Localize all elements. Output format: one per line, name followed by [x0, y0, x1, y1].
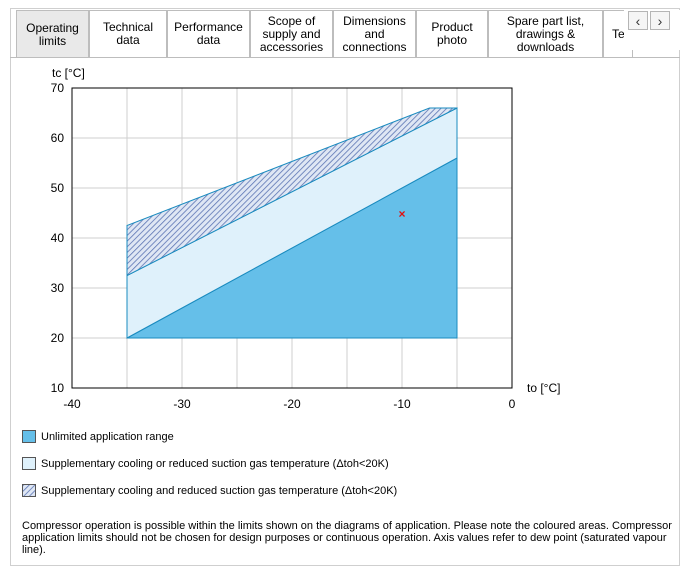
legend-swatch — [22, 457, 36, 470]
x-axis-label: to [°C] — [527, 381, 560, 395]
tab-underline — [10, 57, 680, 58]
plot-frame — [71, 87, 513, 389]
tab-scope-of-supply[interactable]: Scope of supply and accessories — [250, 10, 333, 57]
operating-limits-chart: -40 -30 -20 -10 0 10 20 30 40 50 60 70 tc [°C] to [… — [51, 66, 561, 411]
x-tick-label: 0 — [509, 397, 516, 411]
operating-point-marker: × — [398, 207, 405, 221]
y-tick-label: 40 — [51, 231, 65, 245]
x-tick-label: -10 — [393, 397, 411, 411]
chart-markers: × — [398, 207, 405, 221]
y-tick-label: 10 — [51, 381, 65, 395]
tab-product-photo[interactable]: Product photo — [416, 10, 488, 57]
tab-spare-parts[interactable]: Spare part list, drawings & downloads — [488, 10, 603, 57]
y-tick-label: 50 — [51, 181, 65, 195]
chevron-right-icon[interactable]: › — [650, 11, 670, 30]
tab-bar: Operating limits Technical data Performa… — [10, 10, 680, 58]
legend-swatch-hatched — [22, 484, 36, 497]
legend-label: Supplementary cooling and reduced suctio… — [41, 484, 398, 497]
usage-note: Compressor operation is possible within … — [22, 520, 672, 556]
legend-item-unlimited: Unlimited application range — [22, 430, 174, 443]
y-tick-label: 70 — [51, 81, 65, 95]
tab-performance-data[interactable]: Performance data — [167, 10, 250, 57]
y-tick-label: 30 — [51, 281, 65, 295]
y-tick-label: 60 — [51, 131, 65, 145]
x-tick-label: -20 — [283, 397, 301, 411]
region-2 — [126, 107, 458, 277]
legend-label: Supplementary cooling or reduced suction… — [41, 457, 389, 470]
chart-regions — [126, 107, 458, 339]
legend-label: Unlimited application range — [41, 430, 174, 443]
y-tick-label: 20 — [51, 331, 65, 345]
x-tick-label: -40 — [63, 397, 81, 411]
tab-operating-limits[interactable]: Operating limits — [16, 10, 89, 58]
chevron-left-icon[interactable]: ‹ — [628, 11, 648, 30]
legend-swatch — [22, 430, 36, 443]
axis-ticks: -40 -30 -20 -10 0 10 20 30 40 50 60 70 — [51, 81, 516, 411]
tab-dimensions[interactable]: Dimensions and connections — [333, 10, 416, 57]
y-axis-label: tc [°C] — [52, 66, 85, 80]
x-tick-label: -30 — [173, 397, 191, 411]
legend-item-supplementary-or: Supplementary cooling or reduced suction… — [22, 457, 389, 470]
tab-technical-data[interactable]: Technical data — [89, 10, 167, 57]
legend-item-supplementary-and: Supplementary cooling and reduced suctio… — [22, 484, 397, 497]
